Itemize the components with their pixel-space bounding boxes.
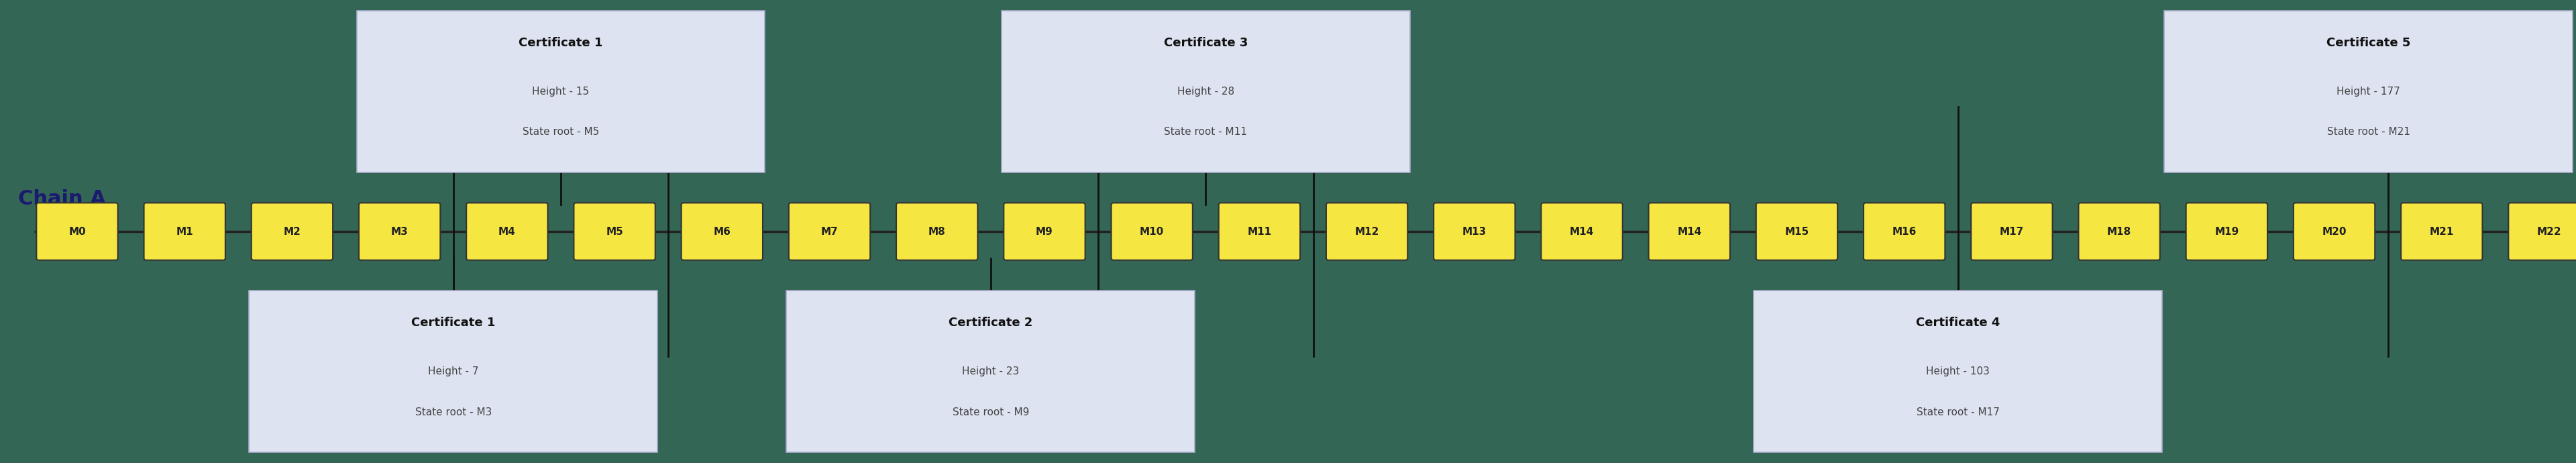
FancyBboxPatch shape [1005,203,1084,260]
Text: M1: M1 [175,226,193,237]
Text: Chain A: Chain A [18,189,106,209]
FancyBboxPatch shape [36,203,118,260]
Text: M9: M9 [1036,226,1054,237]
FancyBboxPatch shape [252,203,332,260]
Text: State root - M17: State root - M17 [1917,407,1999,417]
Text: M2: M2 [283,226,301,237]
Text: M4: M4 [497,226,515,237]
FancyBboxPatch shape [896,203,979,260]
Text: Certificate 5: Certificate 5 [2326,37,2411,49]
FancyBboxPatch shape [574,203,654,260]
FancyBboxPatch shape [1002,10,1409,172]
Text: Height - 23: Height - 23 [961,367,1020,376]
Text: M10: M10 [1139,226,1164,237]
Text: M11: M11 [1247,226,1273,237]
Text: M21: M21 [2429,226,2455,237]
Text: Height - 7: Height - 7 [428,367,479,376]
FancyBboxPatch shape [2401,203,2483,260]
Text: State root - M11: State root - M11 [1164,127,1247,137]
FancyBboxPatch shape [466,203,549,260]
FancyBboxPatch shape [2079,203,2159,260]
FancyBboxPatch shape [358,203,440,260]
Text: M20: M20 [2321,226,2347,237]
FancyBboxPatch shape [1327,203,1406,260]
FancyBboxPatch shape [680,203,762,260]
FancyBboxPatch shape [1754,291,2161,453]
Text: M7: M7 [822,226,837,237]
FancyBboxPatch shape [1218,203,1301,260]
Text: Height - 28: Height - 28 [1177,87,1234,96]
Text: State root - M5: State root - M5 [523,127,600,137]
FancyBboxPatch shape [2187,203,2267,260]
FancyBboxPatch shape [786,291,1195,453]
FancyBboxPatch shape [1649,203,1731,260]
Text: Certificate 1: Certificate 1 [518,37,603,49]
Text: Certificate 1: Certificate 1 [412,317,495,329]
Text: Certificate 4: Certificate 4 [1917,317,1999,329]
FancyBboxPatch shape [1110,203,1193,260]
Text: M8: M8 [927,226,945,237]
Text: State root - M9: State root - M9 [953,407,1028,417]
Text: M14: M14 [1677,226,1703,237]
Text: State root - M3: State root - M3 [415,407,492,417]
FancyBboxPatch shape [144,203,224,260]
Text: Height - 177: Height - 177 [2336,87,2401,96]
Text: M15: M15 [1785,226,1808,237]
Text: M14: M14 [1569,226,1595,237]
FancyBboxPatch shape [2509,203,2576,260]
FancyBboxPatch shape [1540,203,1623,260]
Text: M18: M18 [2107,226,2130,237]
Text: M16: M16 [1893,226,1917,237]
Text: Height - 15: Height - 15 [533,87,590,96]
Text: M13: M13 [1463,226,1486,237]
FancyBboxPatch shape [2164,10,2573,172]
Text: Height - 103: Height - 103 [1927,367,1989,376]
Text: Certificate 3: Certificate 3 [1164,37,1247,49]
Text: M17: M17 [1999,226,2025,237]
Text: Certificate 2: Certificate 2 [948,317,1033,329]
Text: M0: M0 [70,226,85,237]
Text: M19: M19 [2215,226,2239,237]
Text: M5: M5 [605,226,623,237]
FancyBboxPatch shape [355,10,765,172]
Text: State root - M21: State root - M21 [2326,127,2411,137]
Text: M6: M6 [714,226,732,237]
FancyBboxPatch shape [2293,203,2375,260]
FancyBboxPatch shape [1971,203,2053,260]
Text: M22: M22 [2537,226,2561,237]
Text: M12: M12 [1355,226,1378,237]
FancyBboxPatch shape [250,291,657,453]
FancyBboxPatch shape [1757,203,1837,260]
FancyBboxPatch shape [788,203,871,260]
FancyBboxPatch shape [1435,203,1515,260]
Text: M3: M3 [392,226,407,237]
FancyBboxPatch shape [1862,203,1945,260]
